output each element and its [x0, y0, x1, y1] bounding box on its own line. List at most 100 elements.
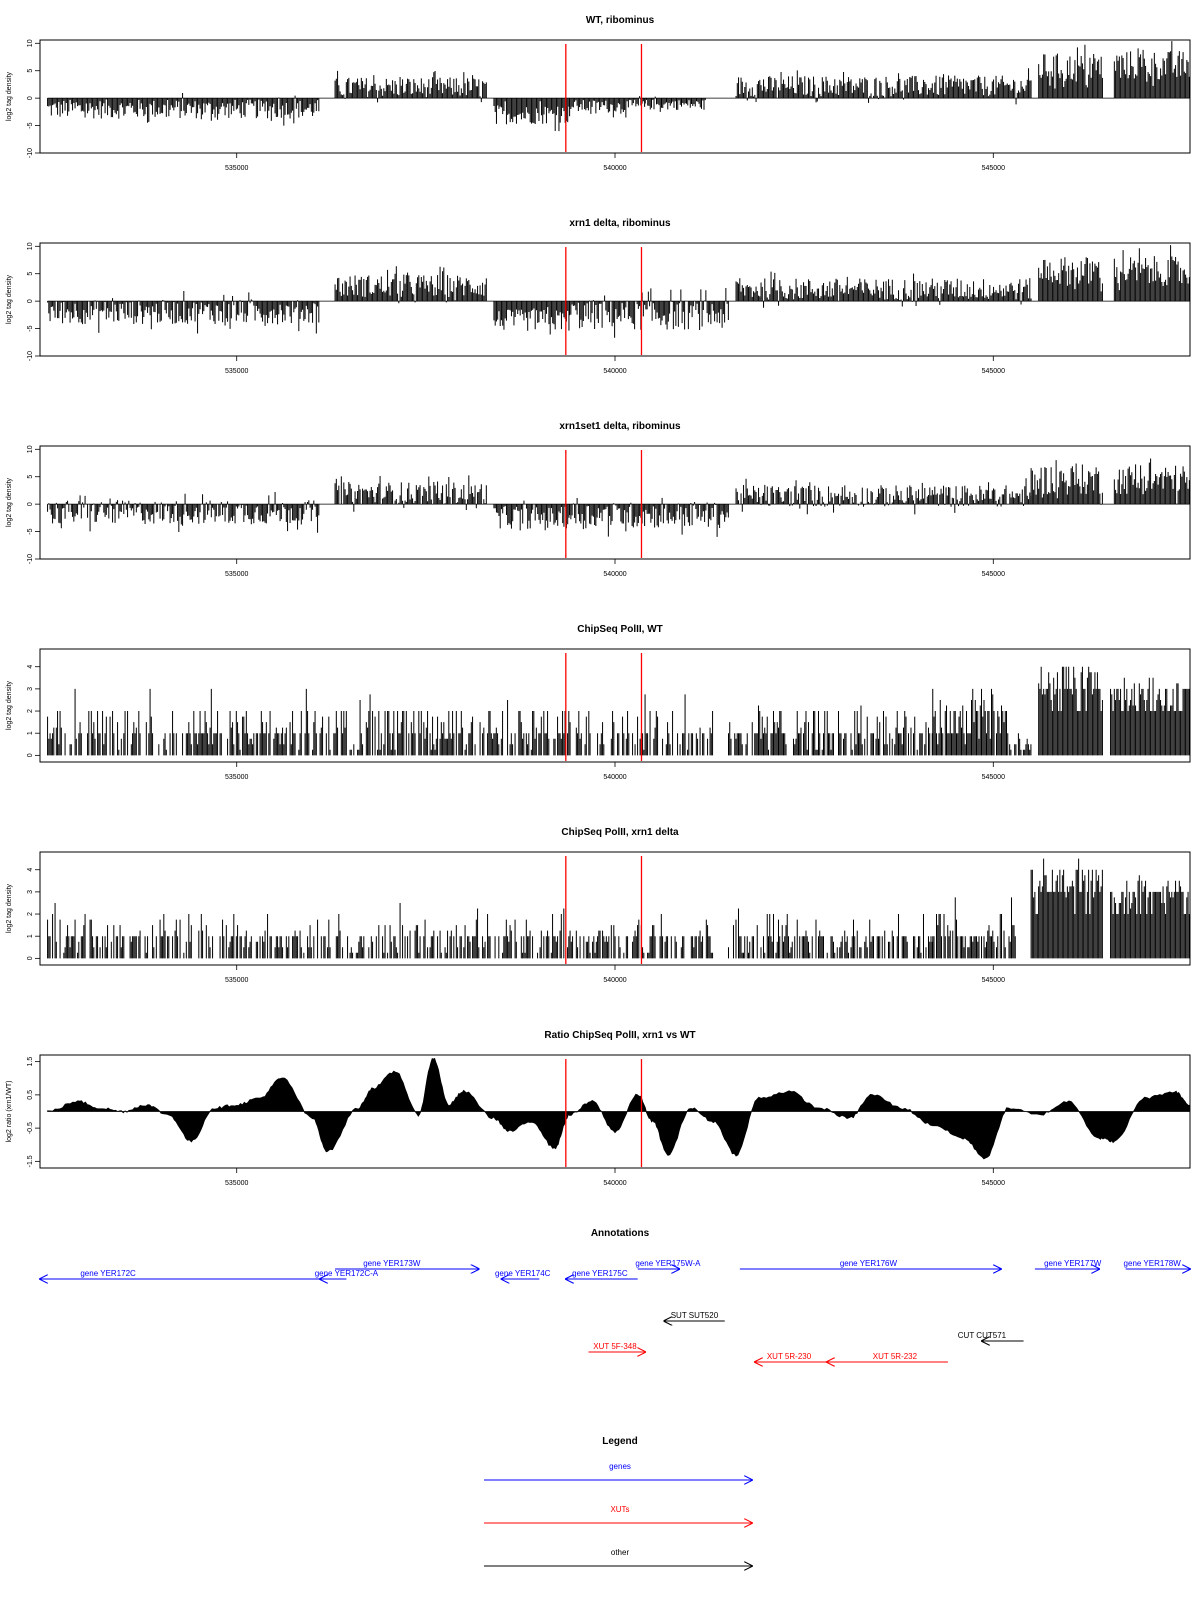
- x-axis: 535000 540000 545000: [225, 762, 1005, 781]
- x-tick-label: 535000: [225, 774, 248, 781]
- bar-segment: [727, 705, 933, 756]
- y-tick-label: 1.5: [27, 1057, 34, 1067]
- annotation-label: gene YER172C: [80, 1269, 136, 1278]
- x-tick-label: 535000: [225, 165, 248, 172]
- annotation-genes: gene YER177W: [1034, 1259, 1102, 1269]
- annotation-genes: gene YER175W-A: [635, 1259, 701, 1269]
- x-tick-label: 540000: [603, 1180, 626, 1187]
- bar-segment: [735, 68, 1032, 105]
- y-tick-label: 4: [27, 665, 34, 669]
- y-tick-label: 0: [27, 96, 34, 100]
- annotation-XUTs: XUT 5R-232: [827, 1352, 948, 1362]
- bar-segment: [727, 908, 933, 959]
- annotations-title: Annotations: [591, 1228, 650, 1239]
- annotation-genes: gene YER172C-A: [315, 1269, 379, 1279]
- legend-panel: Legend genes XUTs other: [484, 1436, 752, 1566]
- y-tick-label: -10: [27, 148, 34, 158]
- y-axis-label: log2 ratio (xrn1/WT): [6, 1081, 13, 1143]
- y-tick-label: 0: [27, 956, 34, 960]
- y-tick-label: 10: [27, 445, 34, 453]
- y-tick-label: 4: [27, 868, 34, 872]
- bar-segment: [1030, 858, 1103, 959]
- annotation-label: gene YER175C: [572, 1269, 628, 1278]
- y-tick-label: 5: [27, 475, 34, 479]
- y-tick-label: 10: [27, 242, 34, 250]
- x-tick-label: 545000: [982, 774, 1005, 781]
- annotation-label: gene YER174C: [495, 1269, 551, 1278]
- legend-label: XUTs: [610, 1505, 629, 1514]
- x-tick-label: 545000: [982, 368, 1005, 375]
- y-tick-label: -5: [27, 528, 34, 534]
- x-tick-label: 535000: [225, 571, 248, 578]
- x-tick-label: 540000: [603, 977, 626, 984]
- bar-segment: [1113, 41, 1190, 99]
- data-marks: [47, 458, 1190, 537]
- y-axis-label: log2 tag density: [6, 274, 13, 324]
- annotation-label: XUT 5F-348: [593, 1342, 637, 1351]
- annotation-label: gene YER178W: [1124, 1259, 1182, 1268]
- bar-segment: [569, 497, 729, 537]
- y-axis-label: log2 tag density: [6, 71, 13, 121]
- panel-xrn1set1: xrn1set1 delta, ribominus 10 5 0 -5 -10 log2 t…: [6, 421, 1191, 578]
- panel-pol_xrn1: ChipSeq PolII, xrn1 delta 0 1 2 3 4 log2 tag d…: [6, 827, 1191, 984]
- y-axis: 1.5 0.5 -0.5 -1.5 log2 ratio (xrn1/WT): [6, 1057, 40, 1167]
- panel-pol_wt: ChipSeq PolII, WT 0 1 2 3 4 log2 tag density 53…: [6, 624, 1191, 781]
- annotation-label: SUT SUT520: [671, 1311, 719, 1320]
- panel-title: Ratio ChipSeq PolII, xrn1 vs WT: [544, 1030, 695, 1041]
- panel-title: WT, ribominus: [586, 15, 655, 26]
- bar-segment: [735, 271, 1032, 308]
- y-tick-label: -1.5: [27, 1155, 34, 1167]
- y-axis-label: log2 tag density: [6, 477, 13, 527]
- y-tick-label: 0: [27, 502, 34, 506]
- annotation-other: CUT CUT571: [958, 1331, 1024, 1341]
- bar-segment: [1113, 245, 1190, 302]
- y-tick-label: -5: [27, 325, 34, 331]
- bar-segment: [569, 96, 646, 118]
- annotation-label: CUT CUT571: [958, 1331, 1007, 1340]
- y-tick-label: 5: [27, 272, 34, 276]
- x-tick-label: 540000: [603, 774, 626, 781]
- x-axis: 535000 540000 545000: [225, 153, 1005, 172]
- annotation-genes: gene YER172C: [40, 1269, 320, 1279]
- y-axis: 0 1 2 3 4 log2 tag density: [6, 868, 40, 960]
- x-tick-label: 535000: [225, 977, 248, 984]
- data-marks: [47, 1057, 1191, 1160]
- annotations-panel: Annotations gene YER172C gene YER172C-A ge…: [40, 1228, 1190, 1362]
- x-axis: 535000 540000 545000: [225, 356, 1005, 375]
- bar-segment: [493, 98, 570, 132]
- x-tick-label: 545000: [982, 165, 1005, 172]
- bar-segment: [644, 96, 706, 112]
- y-tick-label: 0.5: [27, 1090, 34, 1100]
- annotation-label: gene YER176W: [840, 1259, 898, 1268]
- panel-title: ChipSeq PolII, WT: [577, 624, 663, 635]
- bar-segment: [1030, 460, 1103, 505]
- y-axis: 0 1 2 3 4 log2 tag density: [6, 665, 40, 757]
- bar-segment: [47, 291, 320, 334]
- legend-label: genes: [609, 1462, 631, 1471]
- data-marks: [47, 666, 1190, 756]
- x-tick-label: 545000: [982, 571, 1005, 578]
- y-axis: 10 5 0 -5 -10 log2 tag density: [6, 242, 40, 361]
- y-axis: 10 5 0 -5 -10 log2 tag density: [6, 445, 40, 564]
- x-axis: 535000 540000 545000: [225, 965, 1005, 984]
- annotation-label: gene YER172C-A: [315, 1269, 379, 1278]
- y-tick-label: 1: [27, 934, 34, 938]
- x-tick-label: 545000: [982, 1180, 1005, 1187]
- bar-segment: [1009, 733, 1032, 756]
- annotation-genes: gene YER174C: [495, 1269, 551, 1279]
- y-tick-label: -10: [27, 554, 34, 564]
- x-tick-label: 545000: [982, 977, 1005, 984]
- y-tick-label: 0: [27, 299, 34, 303]
- data-marks: [47, 245, 1190, 338]
- y-tick-label: 5: [27, 69, 34, 73]
- bar-segment: [1110, 875, 1190, 959]
- legend-entry-other: other: [484, 1548, 752, 1566]
- bar-segment: [932, 897, 1016, 959]
- y-tick-label: -5: [27, 122, 34, 128]
- bar-segment: [1038, 257, 1103, 302]
- y-tick-label: 10: [27, 39, 34, 47]
- panel-wt: WT, ribominus 10 5 0 -5 -10 log2 tag density 53…: [6, 15, 1191, 172]
- annotation-label: gene YER177W: [1044, 1259, 1102, 1268]
